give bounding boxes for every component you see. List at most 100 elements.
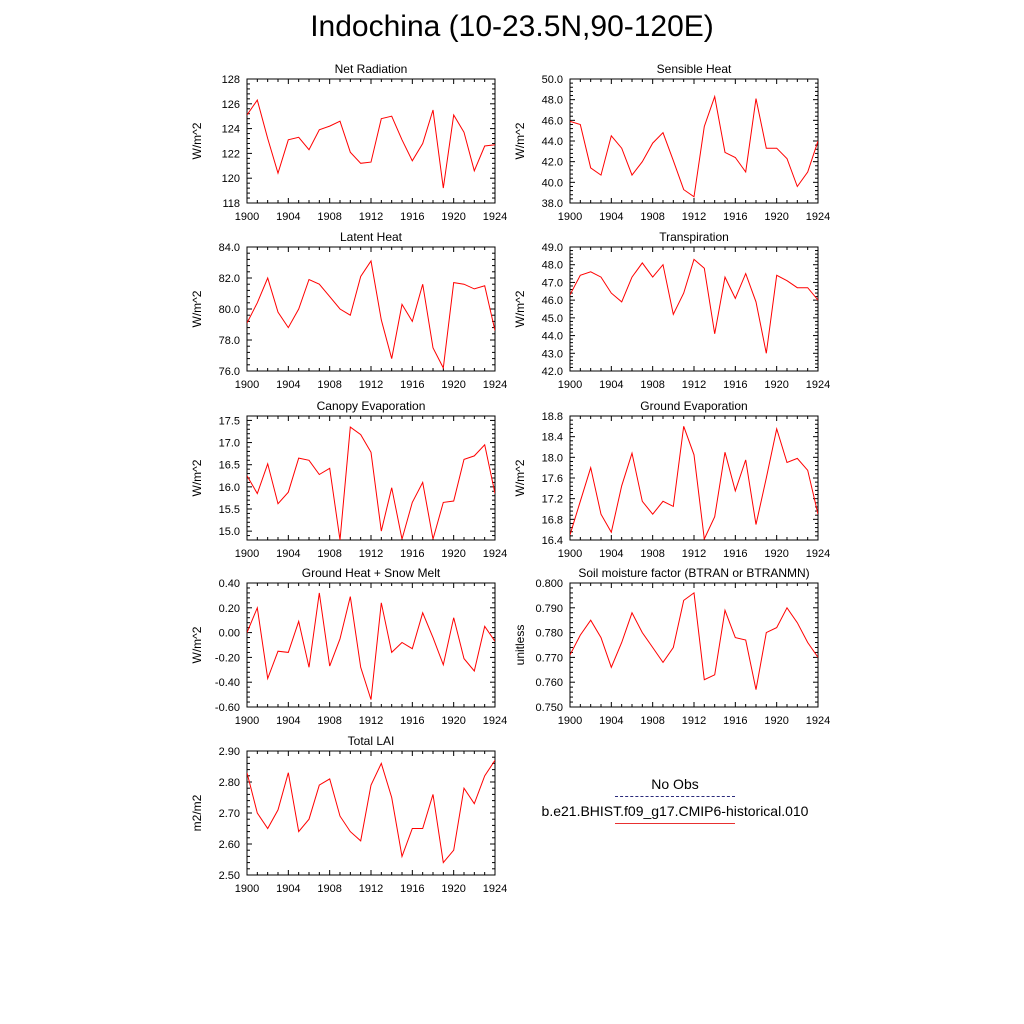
- y-tick-label: 0.40: [219, 578, 240, 590]
- plot-frame: [246, 415, 496, 541]
- y-tick-label: 46.0: [542, 295, 563, 307]
- x-tick-label: 1904: [276, 548, 300, 560]
- x-tick-label: 1908: [317, 883, 341, 895]
- x-tick-label: 1908: [317, 548, 341, 560]
- y-axis-label: unitless: [513, 625, 527, 666]
- x-tick-label: 1904: [276, 715, 300, 727]
- plot-frame: [569, 415, 819, 541]
- y-tick-label: 15.5: [219, 504, 240, 516]
- x-tick-label: 1916: [723, 715, 747, 727]
- panel-title: Net Radiation: [335, 62, 408, 76]
- y-tick-label: 16.4: [542, 535, 563, 547]
- x-tick-label: 1904: [276, 211, 300, 223]
- y-tick-label: 17.2: [542, 494, 563, 506]
- y-tick-label: 0.750: [535, 702, 563, 714]
- y-tick-label: 16.5: [219, 460, 240, 472]
- x-tick-label: 1924: [483, 379, 507, 391]
- y-tick-label: 17.0: [219, 438, 240, 450]
- x-tick-label: 1924: [806, 715, 830, 727]
- x-tick-label: 1916: [400, 379, 424, 391]
- panel-title: Canopy Evaporation: [317, 399, 426, 413]
- y-tick-label: 2.70: [219, 808, 240, 820]
- y-tick-label: 18.4: [542, 432, 563, 444]
- chart-panel: 1900 1904 1908 1912 1916 1920 1924 76.0 78.0 80.0…: [190, 230, 507, 391]
- y-tick-label: -0.40: [215, 677, 240, 689]
- y-tick-label: 45.0: [542, 313, 563, 325]
- chart-panel: 1900 1904 1908 1912 1916 1920 1924 2.50 2.60 2.70…: [190, 734, 507, 895]
- y-tick-label: 124: [222, 124, 240, 136]
- x-tick-label: 1924: [806, 379, 830, 391]
- y-tick-label: 48.0: [542, 95, 563, 107]
- y-tick-label: 18.8: [542, 411, 563, 423]
- y-tick-label: 15.0: [219, 526, 240, 538]
- series-line: [570, 591, 818, 690]
- y-tick-label: 82.0: [219, 273, 240, 285]
- x-tick-label: 1920: [764, 211, 788, 223]
- x-tick-label: 1900: [235, 548, 259, 560]
- y-axis-label: W/m^2: [513, 459, 527, 496]
- y-tick-label: 0.20: [219, 603, 240, 615]
- y-tick-label: 38.0: [542, 198, 563, 210]
- x-tick-label: 1920: [764, 548, 788, 560]
- x-tick-label: 1916: [723, 548, 747, 560]
- y-tick-label: 126: [222, 99, 240, 111]
- series-line: [570, 258, 818, 354]
- y-tick-label: 17.6: [542, 473, 563, 485]
- y-tick-label: 76.0: [219, 366, 240, 378]
- x-tick-label: 1924: [483, 548, 507, 560]
- x-tick-label: 1900: [558, 548, 582, 560]
- x-tick-label: 1924: [483, 715, 507, 727]
- plot-frame: [569, 78, 819, 204]
- series-line: [247, 426, 495, 540]
- panel-title: Ground Heat + Snow Melt: [302, 566, 441, 580]
- y-tick-label: 128: [222, 74, 240, 86]
- chart-panel: 1900 1904 1908 1912 1916 1920 1924 0.750 0.760 0.…: [513, 566, 830, 727]
- series-line: [247, 592, 495, 700]
- y-tick-label: 2.90: [219, 746, 240, 758]
- series-line: [570, 426, 818, 540]
- x-tick-label: 1900: [558, 379, 582, 391]
- y-tick-label: 16.0: [219, 482, 240, 494]
- x-tick-label: 1900: [235, 379, 259, 391]
- y-tick-label: -0.60: [215, 702, 240, 714]
- x-tick-label: 1912: [682, 548, 706, 560]
- x-tick-label: 1916: [400, 715, 424, 727]
- y-tick-label: 0.790: [535, 603, 563, 615]
- x-tick-label: 1908: [317, 379, 341, 391]
- chart-panel: 1900 1904 1908 1912 1916 1920 1924 16.4 16.8 17.2…: [513, 399, 830, 560]
- y-tick-label: 2.60: [219, 839, 240, 851]
- x-tick-label: 1924: [806, 548, 830, 560]
- y-tick-label: 40.0: [542, 177, 563, 189]
- chart-panel: 1900 1904 1908 1912 1916 1920 1924 -0.60 -0.40 -0…: [190, 566, 507, 727]
- plot-frame: [246, 78, 496, 204]
- plot-frame: [246, 750, 496, 876]
- chart-panel: 1900 1904 1908 1912 1916 1920 1924 38.0 40.0 42.0…: [513, 62, 830, 223]
- x-tick-label: 1912: [682, 211, 706, 223]
- x-tick-label: 1900: [235, 715, 259, 727]
- x-tick-label: 1920: [441, 548, 465, 560]
- y-axis-label: m2/m2: [190, 794, 204, 831]
- chart-panel: 1900 1904 1908 1912 1916 1920 1924 15.0 15.5 16.0…: [190, 399, 507, 560]
- plot-frame: [246, 582, 496, 708]
- x-tick-label: 1908: [317, 715, 341, 727]
- y-tick-label: 2.80: [219, 777, 240, 789]
- series-line: [247, 98, 495, 189]
- x-tick-label: 1920: [764, 379, 788, 391]
- series-line: [570, 94, 818, 198]
- y-tick-label: 0.770: [535, 652, 563, 664]
- y-tick-label: 49.0: [542, 242, 563, 254]
- y-axis-label: W/m^2: [190, 459, 204, 496]
- x-tick-label: 1900: [235, 211, 259, 223]
- x-tick-label: 1912: [359, 548, 383, 560]
- y-axis-label: W/m^2: [190, 122, 204, 159]
- legend: No Obs b.e21.BHIST.f09_g17.CMIP6-histori…: [520, 776, 830, 830]
- x-tick-label: 1916: [400, 883, 424, 895]
- x-tick-label: 1904: [599, 211, 623, 223]
- x-tick-label: 1900: [558, 211, 582, 223]
- y-tick-label: 18.0: [542, 452, 563, 464]
- x-tick-label: 1900: [558, 715, 582, 727]
- x-tick-label: 1900: [235, 883, 259, 895]
- y-tick-label: 122: [222, 148, 240, 160]
- series-line: [247, 760, 495, 864]
